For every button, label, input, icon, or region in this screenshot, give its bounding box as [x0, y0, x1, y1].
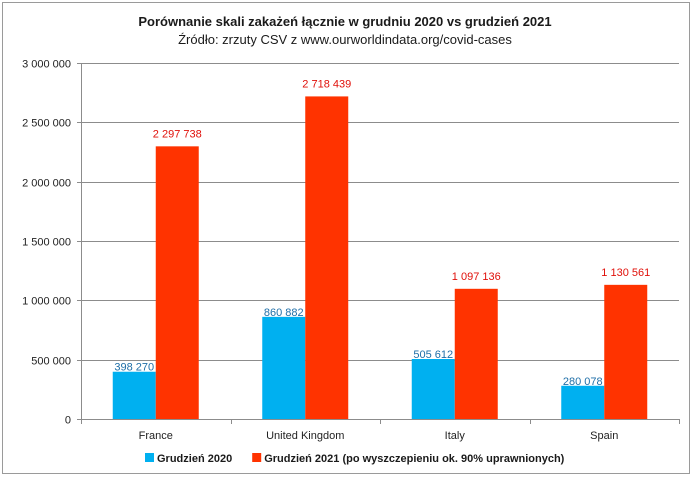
legend-swatch	[145, 453, 154, 462]
bar-chart: Porównanie skali zakażeń łącznie w grudn…	[22, 14, 680, 465]
data-label: 280 078	[563, 376, 603, 388]
data-label: 2 718 439	[302, 78, 351, 90]
y-tick-label: 500 000	[31, 356, 71, 368]
bar-dec-2021	[604, 284, 648, 419]
data-label: 2 297 738	[153, 128, 202, 140]
bar-dec-2021	[454, 288, 498, 419]
bar-dec-2020	[561, 385, 605, 419]
data-label: 860 882	[264, 307, 304, 319]
y-tick-label: 2 500 000	[22, 118, 71, 130]
chart-title: Porównanie skali zakażeń łącznie w grudn…	[138, 14, 551, 29]
chart-frame: Porównanie skali zakażeń łącznie w grudn…	[2, 2, 690, 474]
bar-dec-2021	[305, 96, 349, 420]
y-tick-label: 1 500 000	[22, 237, 71, 249]
x-tick-label: Spain	[590, 430, 618, 442]
bars	[112, 96, 648, 420]
data-label: 398 270	[114, 362, 154, 374]
chart-subtitle: Źródło: zrzuty CSV z www.ourworldindata.…	[178, 32, 512, 47]
bar-dec-2020	[262, 316, 306, 419]
y-tick-label: 3 000 000	[22, 59, 71, 71]
data-label: 1 097 136	[452, 271, 501, 283]
legend-label: Grudzień 2020	[157, 453, 232, 465]
data-labels: 398 270 2 297 738 860 882 2 718 439 505 612 1…	[114, 78, 650, 387]
x-tick-label: France	[139, 430, 173, 442]
x-tick-label: United Kingdom	[266, 430, 344, 442]
legend: Grudzień 2020 Grudzień 2021 (po wyszczepi…	[145, 453, 565, 465]
y-axis: 0 500 000 1 000 000 1 500 000 2 000 000 2 500…	[22, 59, 71, 427]
y-tick-label: 1 000 000	[22, 296, 71, 308]
x-axis: France United Kingdom Italy Spain	[81, 419, 680, 442]
bar-dec-2020	[411, 359, 455, 419]
x-tick-label: Italy	[445, 430, 466, 442]
bar-dec-2020	[112, 371, 156, 419]
legend-label: Grudzień 2021 (po wyszczepieniu ok. 90% …	[264, 453, 564, 465]
data-label: 505 612	[413, 349, 453, 361]
data-label: 1 130 561	[601, 267, 650, 279]
y-tick-label: 0	[65, 415, 71, 427]
legend-swatch	[252, 453, 262, 462]
y-tick-label: 2 000 000	[22, 178, 71, 190]
bar-dec-2021	[155, 146, 199, 419]
